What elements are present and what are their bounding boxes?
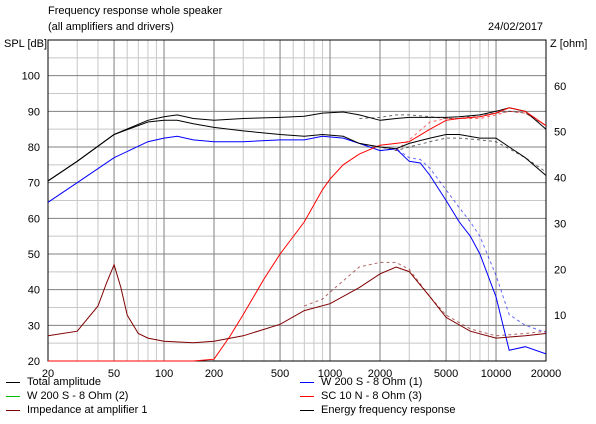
legend-swatch xyxy=(6,396,20,397)
y-tick-label: 90 xyxy=(28,106,40,118)
y-tick-label: 30 xyxy=(28,320,40,332)
y2-tick-label: 40 xyxy=(554,173,566,185)
x-tick-label: 20000 xyxy=(531,368,562,380)
x-tick-label: 10000 xyxy=(481,368,512,380)
legend-label: Energy frequency response xyxy=(321,404,456,416)
y2-tick-label: 30 xyxy=(554,218,566,230)
plot-frame xyxy=(47,39,547,362)
y-tick-label: 40 xyxy=(28,285,40,297)
y2-tick-label: 60 xyxy=(554,81,566,93)
series-line-energy-frequency-response xyxy=(47,119,547,182)
legend-label: SC 10 N - 8 Ohm (3) xyxy=(321,390,422,402)
dashed-reference-line xyxy=(304,261,547,337)
legend-swatch xyxy=(300,410,314,411)
y-tick-label: 20 xyxy=(28,356,40,368)
y-tick-label: 70 xyxy=(28,178,40,190)
legend-swatch xyxy=(300,382,314,383)
legend-swatch xyxy=(300,396,314,397)
x-tick-label: 100 xyxy=(155,368,173,380)
legend-label: Impedance at amplifier 1 xyxy=(27,404,148,416)
x-tick-label: 1000 xyxy=(318,368,342,380)
x-tick-label: 20 xyxy=(42,368,54,380)
series-line-total-amplitude xyxy=(47,107,547,182)
y2-tick-label: 20 xyxy=(554,264,566,276)
y-tick-label: 50 xyxy=(28,249,40,261)
x-tick-label: 500 xyxy=(271,368,289,380)
legend-swatch xyxy=(6,382,20,383)
y2-axis-label: Z [ohm] xyxy=(550,38,588,50)
y2-tick-label: 50 xyxy=(554,127,566,139)
dashed-reference-line xyxy=(379,148,547,333)
x-tick-label: 50 xyxy=(108,368,120,380)
series-line-w-200-s-8-ohm-1 xyxy=(47,135,547,355)
chart-subtitle: (all amplifiers and drivers) xyxy=(48,21,174,33)
legend-label: Total amplitude xyxy=(27,376,101,388)
y-tick-label: 80 xyxy=(28,142,40,154)
y-tick-label: 60 xyxy=(28,213,40,225)
chart-date: 24/02/2017 xyxy=(488,21,544,33)
x-tick-label: 5000 xyxy=(434,368,458,380)
x-tick-label: 200 xyxy=(205,368,223,380)
legend-label: W 200 S - 8 Ohm (1) xyxy=(321,376,423,388)
dashed-reference-line xyxy=(359,137,547,173)
y2-tick-label: 10 xyxy=(554,310,566,322)
legend-label: W 200 S - 8 Ohm (2) xyxy=(27,390,129,402)
legend-swatch xyxy=(6,410,20,411)
y-axis-label: SPL [dB] xyxy=(4,38,48,50)
dashed-reference-line xyxy=(395,110,547,151)
series-line-impedance-at-amplifier-1 xyxy=(47,263,547,344)
series-line-sc-10-n-8-ohm-3 xyxy=(48,107,547,362)
chart-title: Frequency response whole speaker xyxy=(48,5,223,17)
x-tick-label: 2000 xyxy=(368,368,392,380)
y-tick-label: 100 xyxy=(22,71,40,83)
